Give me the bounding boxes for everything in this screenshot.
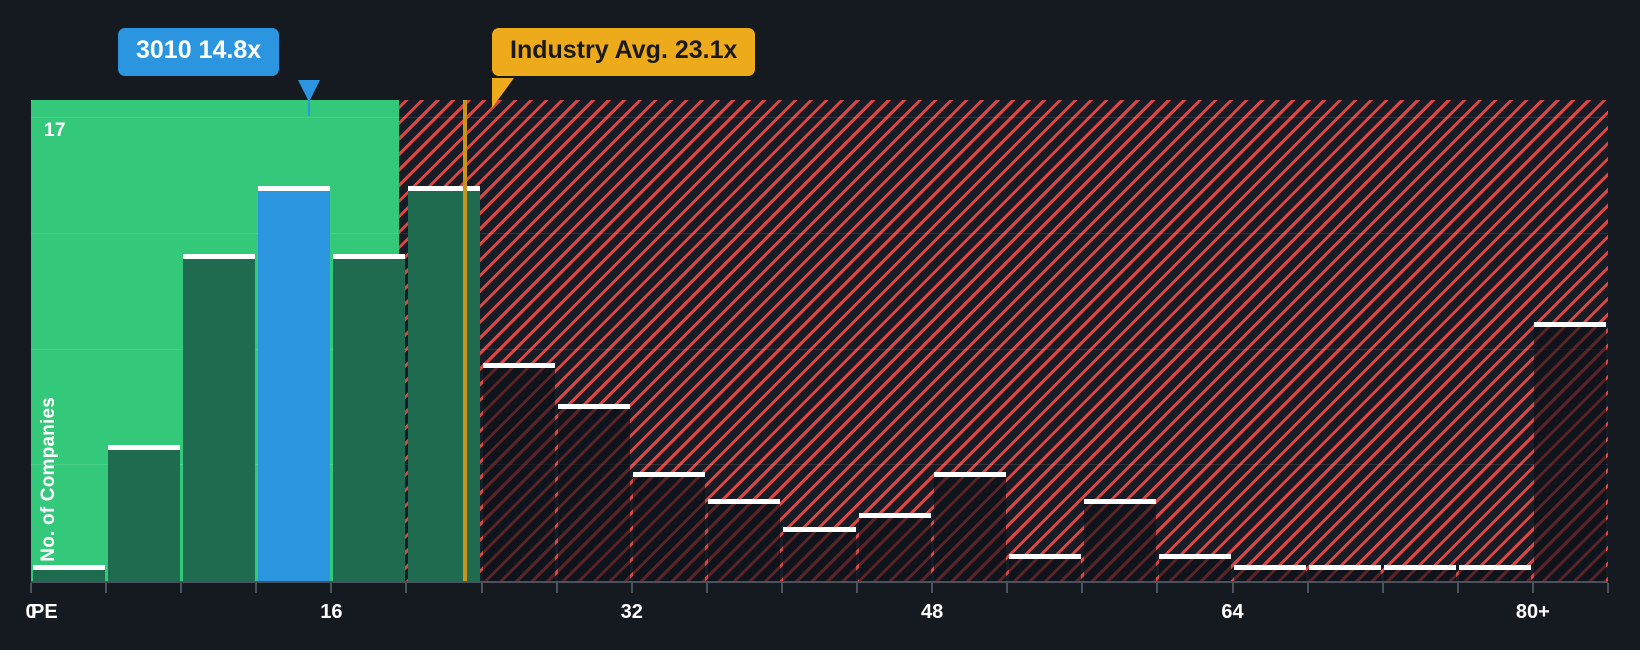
bar-highlighted[interactable] [257, 186, 330, 581]
bar[interactable] [1534, 322, 1607, 581]
bar[interactable] [1234, 564, 1307, 581]
bar[interactable] [332, 254, 405, 581]
x-axis-tick [330, 583, 333, 593]
bar-cap [107, 444, 180, 450]
bar-cap [633, 472, 706, 478]
bar-cap [1234, 564, 1307, 570]
y-axis-title: No. of Companies [38, 397, 59, 562]
bar-cap [332, 254, 405, 260]
bar[interactable] [483, 363, 556, 581]
bar-cap [1459, 564, 1532, 570]
x-axis-tick [1456, 583, 1459, 593]
x-axis-tick-label: 0 [25, 601, 37, 623]
bar[interactable] [1083, 499, 1156, 581]
x-axis-tick [780, 583, 783, 593]
bar[interactable] [558, 403, 631, 581]
x-axis-tick [1306, 583, 1309, 593]
bar[interactable] [858, 512, 931, 581]
max-value-label: 17 [44, 120, 66, 141]
bar[interactable] [1008, 553, 1081, 581]
zone-overvalued [398, 100, 1608, 581]
bar-cap [1158, 553, 1232, 559]
x-axis-tick [1531, 583, 1534, 593]
x-axis-tick [180, 583, 183, 593]
bar[interactable] [1384, 564, 1457, 581]
x-axis-tick-label: 48 [921, 601, 944, 623]
bar[interactable] [933, 472, 1006, 581]
bar-cap [1083, 499, 1156, 505]
bar-cap [1534, 322, 1607, 328]
x-axis-tick-label: 80+ [1515, 601, 1550, 623]
x-axis-tick [255, 583, 258, 593]
bar-cap [1008, 553, 1081, 559]
bar[interactable] [107, 444, 180, 581]
x-axis-tick [480, 583, 483, 593]
bar-cap [32, 564, 105, 570]
bar-cap [558, 403, 631, 409]
x-axis-tick-label: 16 [320, 601, 343, 623]
bar[interactable] [1459, 564, 1532, 581]
x-axis-tick [1381, 583, 1384, 593]
x-axis-tick [931, 583, 934, 593]
bar-cap [783, 526, 856, 532]
x-axis-tick [555, 583, 558, 593]
bar-cap [257, 186, 330, 192]
x-axis-name: PE [31, 601, 58, 623]
bar[interactable] [1309, 564, 1382, 581]
bar[interactable] [32, 564, 105, 581]
x-axis-tick [630, 583, 633, 593]
bar[interactable] [633, 472, 706, 581]
x-axis-tick [30, 583, 32, 593]
industry-callout[interactable]: Industry Avg. 23.1x [492, 28, 756, 76]
x-axis-line [31, 581, 1608, 583]
company-callout[interactable]: 3010 14.8x [118, 28, 280, 76]
x-axis-tick [1607, 583, 1609, 593]
bar-cap [182, 254, 255, 260]
x-axis-tick [856, 583, 859, 593]
bar[interactable] [783, 526, 856, 581]
bar-cap [1309, 564, 1382, 570]
bar[interactable] [182, 254, 255, 581]
plot-area [31, 100, 1608, 581]
x-axis-tick [1156, 583, 1159, 593]
x-axis-tick [1006, 583, 1009, 593]
company-callout-tail [297, 80, 320, 102]
bar[interactable] [1158, 553, 1232, 581]
bar-cap [1384, 564, 1457, 570]
x-axis-tick [1081, 583, 1084, 593]
bar-cap [708, 499, 781, 505]
x-axis-tick [405, 583, 408, 593]
x-axis-tick-label: 32 [620, 601, 643, 623]
x-axis-tick [1231, 583, 1234, 593]
x-axis-tick-label: 64 [1221, 601, 1244, 623]
industry-average-line [462, 100, 467, 581]
bar-cap [407, 186, 481, 192]
bar-cap [858, 512, 931, 518]
bar-cap [933, 472, 1006, 478]
bar[interactable] [407, 186, 481, 581]
x-axis-tick [705, 583, 708, 593]
industry-callout-tail [492, 78, 514, 108]
x-axis-tick [105, 583, 108, 593]
bar-cap [483, 363, 556, 369]
bar[interactable] [708, 499, 781, 581]
